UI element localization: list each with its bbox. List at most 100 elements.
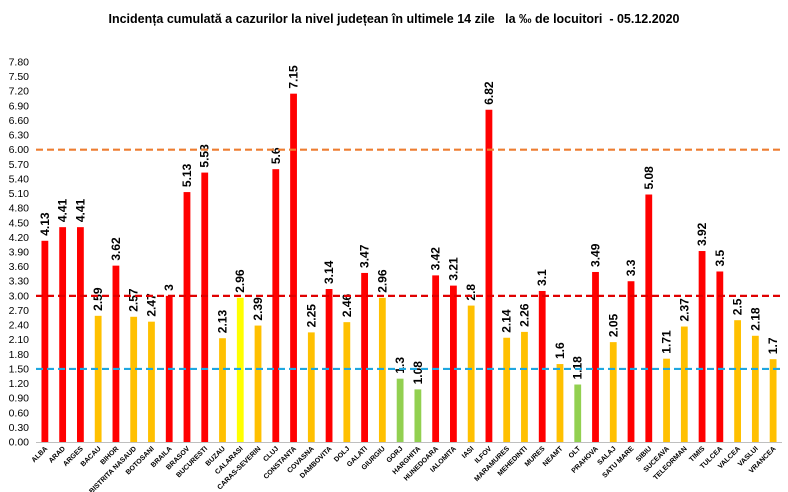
bar-value-label: 3.47 — [358, 244, 372, 268]
bar-value-label: 7.15 — [287, 65, 301, 89]
y-tick-label: 6.90 — [9, 100, 30, 112]
category-label: ALBA — [31, 445, 50, 464]
y-tick-label: 7.50 — [9, 71, 30, 83]
bar-value-label: 3.21 — [446, 257, 460, 281]
bar-value-label: 2.18 — [748, 307, 762, 331]
bar — [183, 192, 191, 442]
bar-value-label: 2.14 — [500, 309, 514, 333]
bar-value-label: 2.37 — [677, 298, 691, 322]
bar — [414, 389, 422, 442]
y-tick-label: 2.40 — [9, 320, 30, 332]
bar — [663, 358, 670, 442]
bar — [751, 335, 759, 442]
category-label: IASI — [461, 445, 476, 460]
bar-value-label: 6.82 — [482, 81, 496, 105]
bar-value-label: 5.6 — [269, 147, 283, 164]
bar — [77, 227, 84, 442]
bar-value-label: 3.42 — [429, 247, 443, 271]
chart-title: Incidența cumulată a cazurilor la nivel … — [108, 12, 680, 26]
y-tick-label: 6.60 — [9, 115, 30, 127]
bar-value-label: 3 — [162, 284, 176, 291]
bar — [148, 321, 155, 442]
bar-value-label: 1.6 — [553, 342, 567, 359]
y-tick-label: 2.10 — [9, 334, 30, 346]
bar-value-label: 2.05 — [606, 313, 620, 337]
category-label: OLT — [568, 445, 583, 460]
bar-value-label: 3.1 — [535, 269, 549, 286]
y-tick-label: 3.90 — [9, 247, 30, 259]
bar-value-label: 3.3 — [624, 259, 638, 276]
y-tick-label: 1.20 — [9, 378, 30, 390]
bar-value-label: 2.57 — [127, 288, 141, 312]
bar-value-label: 1.7 — [766, 337, 780, 354]
bar-value-label: 3.14 — [322, 260, 336, 284]
y-tick-label: 7.20 — [9, 86, 30, 98]
bar-value-label: 2.26 — [517, 303, 531, 327]
bar-value-label: 2.13 — [216, 310, 230, 334]
bar — [592, 271, 599, 442]
category-label: NEAMT — [542, 445, 565, 468]
bar-value-label: 5.13 — [180, 163, 194, 187]
category-label: DAMBOVITA — [299, 445, 334, 480]
y-tick-label: 3.30 — [9, 276, 30, 288]
bar-value-label: 3.5 — [713, 249, 727, 266]
bar — [769, 359, 777, 442]
bar-value-label: 5.53 — [198, 144, 212, 168]
y-tick-label: 5.70 — [9, 159, 30, 171]
y-tick-label: 6.00 — [9, 144, 30, 156]
bar — [716, 271, 724, 442]
y-tick-label: 1.50 — [9, 363, 30, 375]
bar-value-label: 2.25 — [304, 304, 318, 328]
bar-value-label: 1.18 — [571, 356, 585, 380]
bar — [485, 109, 493, 442]
y-tick-label: 6.30 — [9, 130, 30, 142]
y-tick-label: 3.60 — [9, 261, 30, 273]
bar-value-label: 1.71 — [660, 330, 674, 354]
bar-value-label: 4.13 — [38, 212, 52, 236]
bar — [645, 194, 653, 442]
bar — [698, 251, 706, 442]
bar — [521, 331, 528, 442]
bar-value-label: 5.08 — [642, 166, 656, 190]
bar — [467, 305, 475, 442]
y-tick-label: 5.40 — [9, 173, 30, 185]
bar — [680, 326, 688, 442]
bar — [361, 272, 368, 442]
y-tick-label: 0.60 — [9, 407, 30, 419]
y-tick-label: 4.50 — [9, 217, 30, 229]
bar — [503, 337, 511, 442]
bar — [432, 275, 440, 442]
bar — [343, 322, 351, 442]
y-tick-label: 7.80 — [9, 57, 30, 69]
y-tick-label: 2.70 — [9, 305, 30, 317]
y-tick-label: 3.00 — [9, 290, 30, 302]
bar — [59, 227, 67, 442]
bar — [219, 338, 226, 442]
bar — [396, 378, 404, 442]
bar-value-label: 2.46 — [340, 293, 354, 317]
bar — [450, 285, 457, 442]
bar-value-label: 2.39 — [251, 297, 265, 321]
bar — [627, 281, 635, 442]
bar — [272, 169, 280, 442]
y-tick-label: 4.80 — [9, 203, 30, 215]
bar — [254, 325, 262, 442]
bar — [94, 315, 102, 442]
bar — [112, 265, 120, 442]
y-tick-label: 0.00 — [9, 437, 30, 449]
bar-value-label: 2.8 — [464, 284, 478, 301]
bar — [734, 320, 741, 442]
bar-value-label: 2.5 — [731, 298, 745, 315]
y-tick-label: 1.80 — [9, 349, 30, 361]
bar-value-label: 3.92 — [695, 222, 709, 246]
bar — [307, 332, 315, 442]
bar-value-label: 2.96 — [375, 269, 389, 293]
bar-value-label: 1.08 — [411, 361, 425, 385]
bar-value-label: 2.59 — [91, 287, 105, 311]
y-tick-label: 5.10 — [9, 188, 30, 200]
y-tick-label: 4.20 — [9, 232, 30, 244]
bar — [574, 384, 582, 442]
bar — [130, 316, 138, 442]
